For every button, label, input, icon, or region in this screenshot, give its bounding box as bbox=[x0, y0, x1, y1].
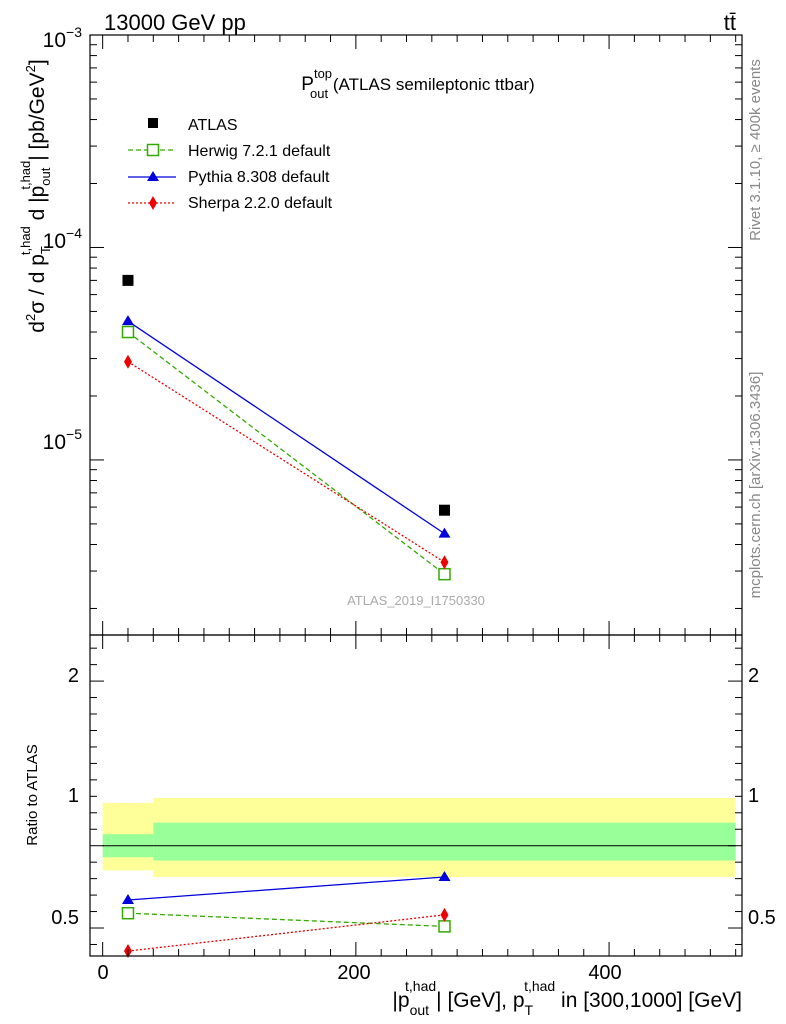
ratio-y-label: Ratio to ATLAS bbox=[24, 744, 41, 845]
legend-item-sherpa: Sherpa 2.2.0 default bbox=[128, 195, 333, 212]
ratio-axis-ticks bbox=[90, 635, 742, 956]
series-pythia bbox=[121, 870, 451, 905]
marker-point bbox=[438, 920, 451, 933]
legend-marker-herwig bbox=[146, 143, 160, 157]
marker-point bbox=[121, 894, 134, 905]
x-axis-label: |poutt,had| [GeV], pTt,had in [300,1000]… bbox=[392, 978, 742, 1018]
marker-point bbox=[438, 527, 451, 538]
ratio-series bbox=[121, 870, 451, 959]
series-herwig bbox=[121, 906, 451, 933]
xtick-label: 400 bbox=[588, 962, 621, 984]
marker-point bbox=[438, 504, 450, 516]
series-line bbox=[127, 912, 445, 928]
uncertainty-band-green bbox=[153, 822, 736, 861]
legend-label: ATLAS bbox=[188, 117, 238, 134]
marker-point bbox=[121, 906, 135, 920]
xtick-label: 200 bbox=[337, 962, 370, 984]
legend-label: Sherpa 2.2.0 default bbox=[188, 195, 333, 212]
series-sherpa bbox=[123, 354, 449, 570]
header-right: tt̄ bbox=[724, 10, 736, 35]
series-line bbox=[127, 876, 445, 901]
legend-marker-atlas bbox=[148, 118, 158, 128]
main-ytick-label: 10−4 bbox=[43, 225, 83, 253]
main-axis-ticks bbox=[90, 34, 742, 635]
series-atlas bbox=[122, 274, 450, 516]
legend-item-pythia: Pythia 8.308 default bbox=[128, 169, 330, 186]
rivet-label: Rivet 3.1.10, ≥ 400k events bbox=[747, 59, 764, 241]
xtick-label: 0 bbox=[97, 962, 108, 984]
main-ytick-label: 10−5 bbox=[43, 426, 83, 454]
marker-point bbox=[440, 555, 449, 570]
main-ytick-label: 10−3 bbox=[43, 24, 83, 52]
marker-point bbox=[438, 870, 451, 881]
marker-point bbox=[123, 354, 132, 369]
ratio-ytick-label-right: 2 bbox=[748, 665, 759, 687]
legend-item-atlas: ATLAS bbox=[148, 117, 238, 134]
legend: ATLAS Herwig 7.2.1 default Pythia 8.308 … bbox=[128, 117, 333, 212]
ratio-ytick-label-left: 2 bbox=[68, 665, 79, 687]
main-y-label: d2σ / d pTt,had d |poutt,had| [pb/GeV2] bbox=[18, 59, 53, 332]
ratio-ytick-label-left: 1 bbox=[68, 785, 79, 807]
ratio-frame bbox=[89, 634, 743, 957]
ratio-panel: Ratio to ATLAS 0.5 1 2 0.5 1 2 0 200 400… bbox=[24, 634, 776, 1018]
main-title: Ptop out (ATLAS semileptonic ttbar) bbox=[301, 66, 534, 101]
series-line bbox=[127, 320, 445, 535]
marker-point bbox=[440, 907, 449, 922]
series-line bbox=[127, 914, 445, 952]
legend-item-herwig: Herwig 7.2.1 default bbox=[128, 143, 331, 160]
legend-marker-pythia bbox=[147, 171, 159, 181]
marker-point bbox=[438, 567, 451, 581]
series-line bbox=[127, 331, 445, 575]
marker-point bbox=[121, 325, 135, 339]
ratio-bands bbox=[102, 797, 736, 877]
mcplots-label: mcplots.cern.ch [arXiv:1306.3436] bbox=[747, 372, 764, 599]
series-line bbox=[127, 361, 445, 563]
header-left: 13000 GeV pp bbox=[104, 10, 246, 35]
series-sherpa bbox=[123, 907, 449, 959]
analysis-watermark: ATLAS_2019_I1750330 bbox=[347, 593, 485, 608]
legend-marker-sherpa bbox=[149, 196, 157, 210]
legend-label: Herwig 7.2.1 default bbox=[188, 143, 331, 160]
ratio-ytick-label-left: 0.5 bbox=[51, 907, 79, 929]
ratio-ytick-label-right: 1 bbox=[748, 785, 759, 807]
series-herwig bbox=[121, 325, 451, 581]
series-pythia bbox=[121, 315, 451, 538]
legend-label: Pythia 8.308 default bbox=[188, 169, 330, 186]
main-panel: Ptop out (ATLAS semileptonic ttbar) ATLAS… bbox=[18, 24, 743, 636]
ratio-ytick-label-right: 0.5 bbox=[748, 907, 776, 929]
main-series bbox=[121, 274, 451, 581]
marker-point bbox=[121, 315, 134, 326]
marker-point bbox=[122, 274, 134, 286]
